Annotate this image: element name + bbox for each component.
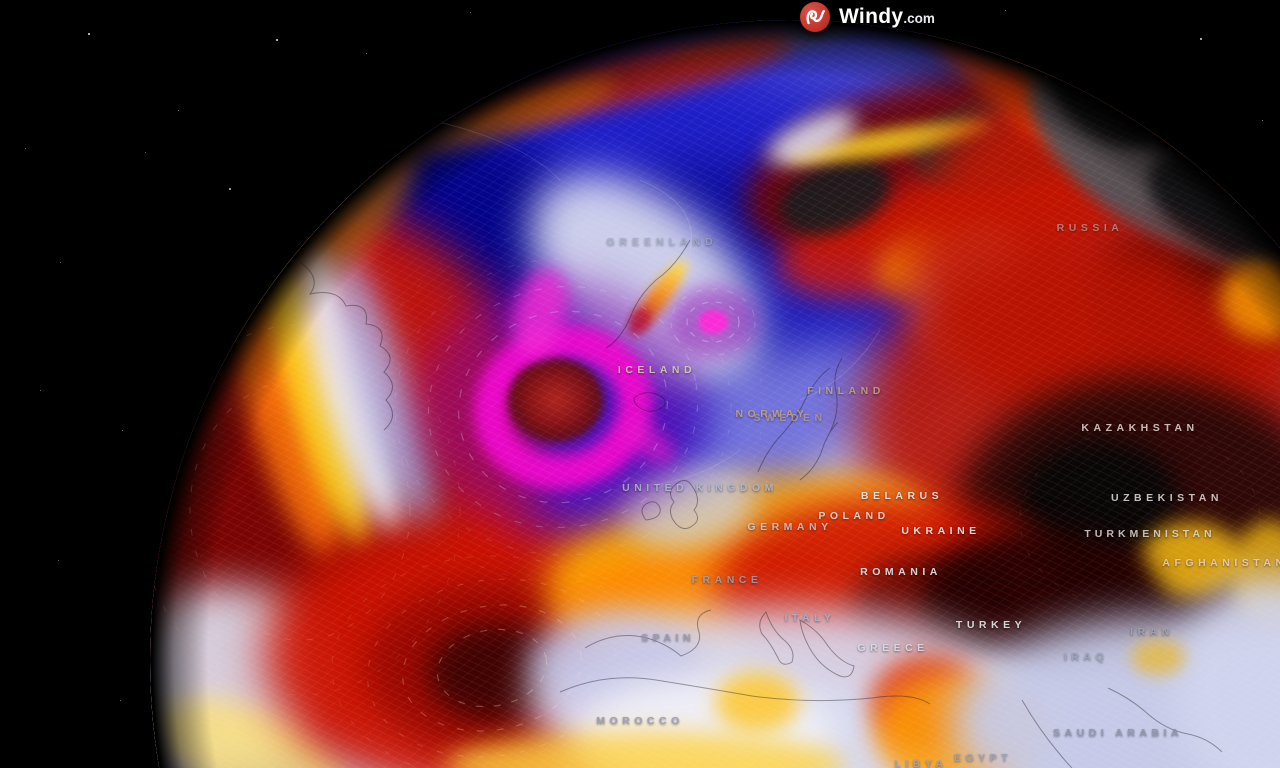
star — [40, 390, 41, 391]
country-borders — [300, 240, 1222, 768]
windy-logo-text: Windy .com — [839, 5, 935, 29]
brand-name: Windy — [839, 5, 904, 28]
star — [178, 110, 179, 111]
star — [1005, 10, 1006, 11]
star — [145, 152, 146, 153]
star — [25, 148, 26, 149]
star — [88, 33, 90, 35]
brand-suffix: .com — [903, 11, 935, 26]
star — [366, 53, 367, 54]
star — [229, 188, 231, 190]
star — [120, 700, 121, 701]
star — [470, 12, 471, 13]
star — [58, 560, 59, 561]
windy-logo[interactable]: Windy .com — [800, 2, 935, 32]
star — [122, 430, 123, 431]
star — [60, 262, 61, 263]
wind-streamlines — [140, 120, 1260, 768]
windy-logo-icon — [800, 2, 830, 32]
star — [1200, 38, 1202, 40]
star — [276, 39, 278, 41]
